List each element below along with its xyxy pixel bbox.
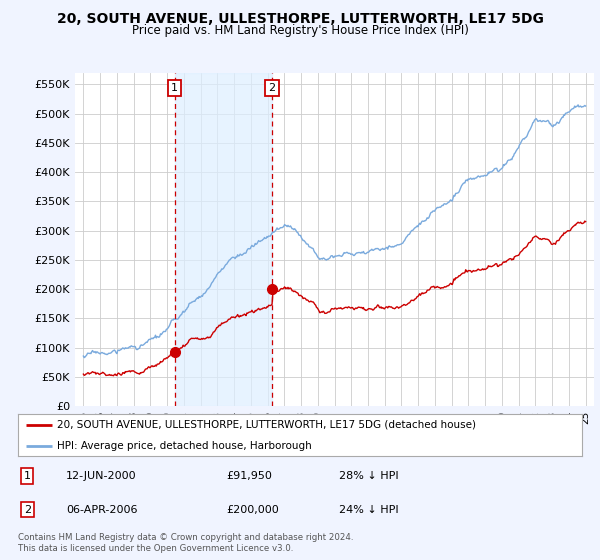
Text: £91,950: £91,950 <box>227 471 272 481</box>
Text: 24% ↓ HPI: 24% ↓ HPI <box>340 505 399 515</box>
Bar <box>175 73 272 406</box>
Text: 2: 2 <box>268 83 275 93</box>
Text: £200,000: £200,000 <box>227 505 280 515</box>
Text: Price paid vs. HM Land Registry's House Price Index (HPI): Price paid vs. HM Land Registry's House … <box>131 24 469 36</box>
Text: 20, SOUTH AVENUE, ULLESTHORPE, LUTTERWORTH, LE17 5DG: 20, SOUTH AVENUE, ULLESTHORPE, LUTTERWOR… <box>56 12 544 26</box>
Text: 20, SOUTH AVENUE, ULLESTHORPE, LUTTERWORTH, LE17 5DG (detached house): 20, SOUTH AVENUE, ULLESTHORPE, LUTTERWOR… <box>58 420 476 430</box>
Text: 1: 1 <box>171 83 178 93</box>
Text: 06-APR-2006: 06-APR-2006 <box>66 505 137 515</box>
Text: 12-JUN-2000: 12-JUN-2000 <box>66 471 137 481</box>
Text: HPI: Average price, detached house, Harborough: HPI: Average price, detached house, Harb… <box>58 441 312 451</box>
Text: 2: 2 <box>23 505 31 515</box>
Text: 28% ↓ HPI: 28% ↓ HPI <box>340 471 399 481</box>
Text: 1: 1 <box>23 471 31 481</box>
Text: Contains HM Land Registry data © Crown copyright and database right 2024.
This d: Contains HM Land Registry data © Crown c… <box>18 533 353 553</box>
